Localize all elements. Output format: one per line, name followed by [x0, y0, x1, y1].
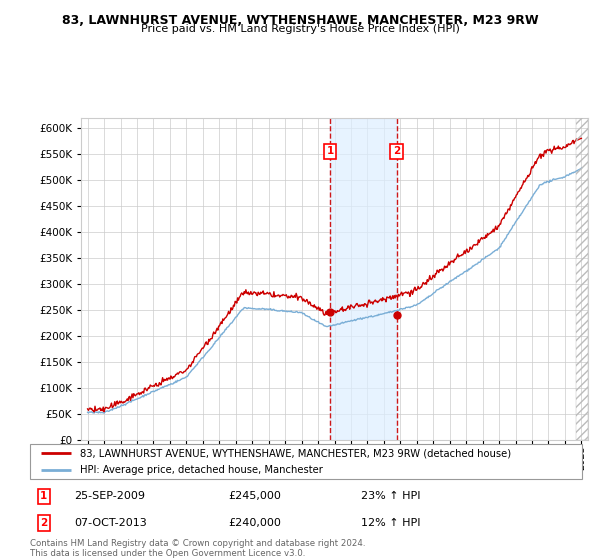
Text: HPI: Average price, detached house, Manchester: HPI: Average price, detached house, Manc…	[80, 465, 323, 475]
Bar	[330, 118, 397, 440]
Text: Price paid vs. HM Land Registry's House Price Index (HPI): Price paid vs. HM Land Registry's House …	[140, 24, 460, 34]
Text: 83, LAWNHURST AVENUE, WYTHENSHAWE, MANCHESTER, M23 9RW: 83, LAWNHURST AVENUE, WYTHENSHAWE, MANCH…	[62, 14, 538, 27]
Text: 2: 2	[40, 518, 47, 528]
Text: 1: 1	[40, 491, 47, 501]
Text: 83, LAWNHURST AVENUE, WYTHENSHAWE, MANCHESTER, M23 9RW (detached house): 83, LAWNHURST AVENUE, WYTHENSHAWE, MANCH…	[80, 448, 511, 458]
Text: 2: 2	[393, 146, 400, 156]
FancyBboxPatch shape	[30, 444, 582, 479]
Text: Contains HM Land Registry data © Crown copyright and database right 2024.
This d: Contains HM Land Registry data © Crown c…	[30, 539, 365, 558]
Text: £245,000: £245,000	[229, 491, 281, 501]
Text: 1: 1	[326, 146, 334, 156]
Text: 25-SEP-2009: 25-SEP-2009	[74, 491, 145, 501]
Text: £240,000: £240,000	[229, 518, 281, 528]
Text: 07-OCT-2013: 07-OCT-2013	[74, 518, 147, 528]
Text: 23% ↑ HPI: 23% ↑ HPI	[361, 491, 421, 501]
Text: 12% ↑ HPI: 12% ↑ HPI	[361, 518, 421, 528]
